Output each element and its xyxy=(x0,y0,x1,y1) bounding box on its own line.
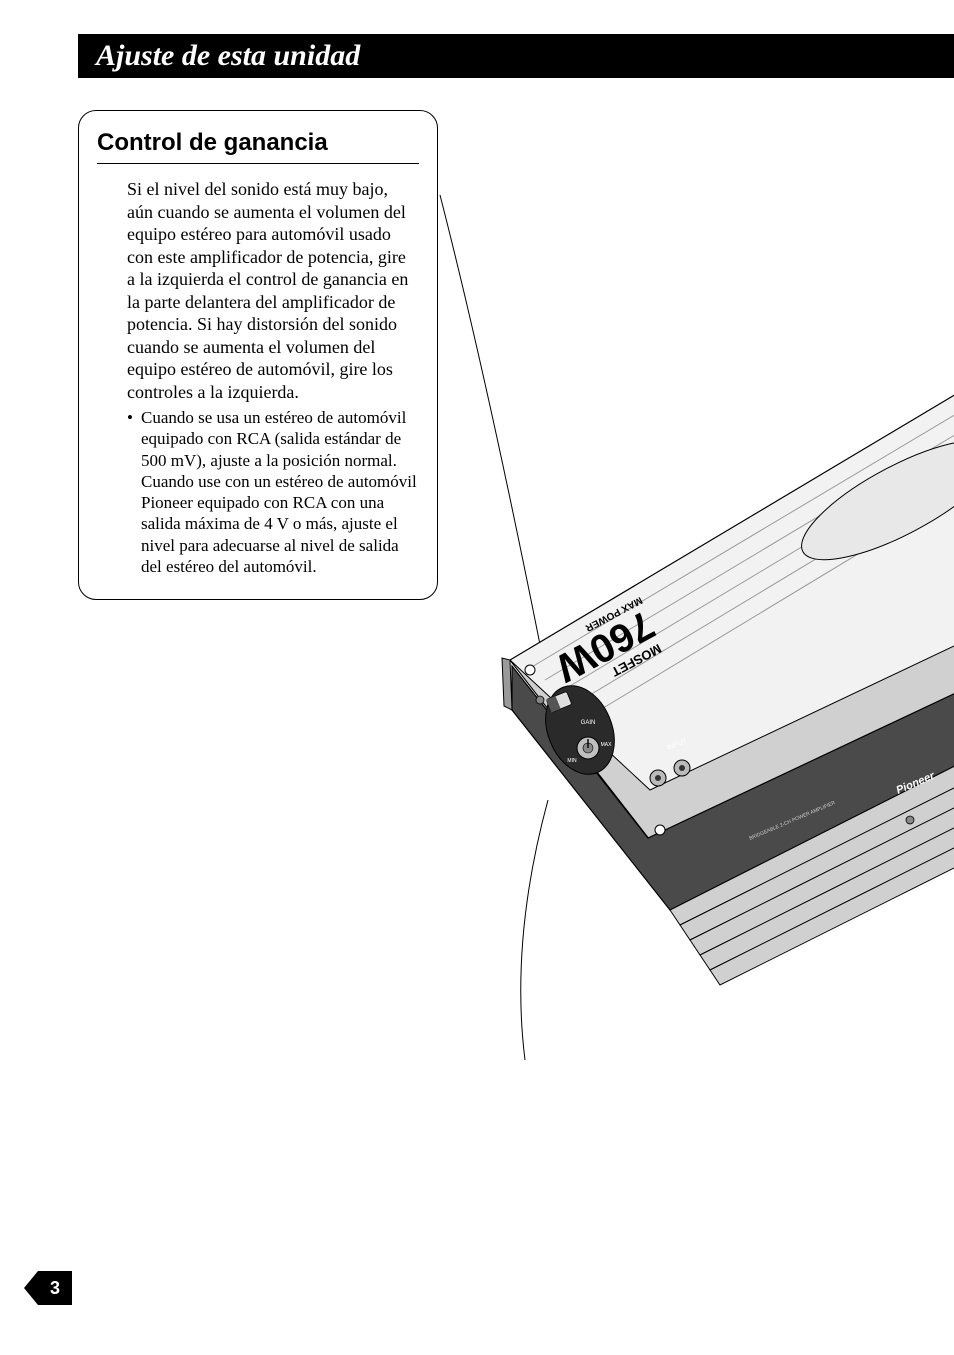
max-label: MAX xyxy=(601,742,613,748)
page-number: 3 xyxy=(50,1278,60,1299)
callout-line-bottom xyxy=(521,800,548,1060)
header-bar: Ajuste de esta unidad xyxy=(78,34,954,78)
page-number-badge: 3 xyxy=(38,1271,72,1305)
section-body: Si el nivel del sonido está muy bajo, aú… xyxy=(127,178,415,403)
bullet-list: Cuando se usa un estéreo de automóvil eq… xyxy=(127,407,419,577)
amplifier-diagram: 760W MOSFET MAX POWER oneer xyxy=(430,190,954,1095)
callout-line-top xyxy=(440,195,548,685)
header-title: Ajuste de esta unidad xyxy=(96,39,360,73)
bullet-item: Cuando se usa un estéreo de automóvil eq… xyxy=(127,407,419,577)
amplifier-body: 760W MOSFET MAX POWER oneer xyxy=(502,350,954,985)
section-title: Control de ganancia xyxy=(97,129,419,164)
gain-label: GAIN xyxy=(581,720,596,726)
content-box: Control de ganancia Si el nivel del soni… xyxy=(78,110,438,600)
min-label: MIN xyxy=(567,758,577,764)
